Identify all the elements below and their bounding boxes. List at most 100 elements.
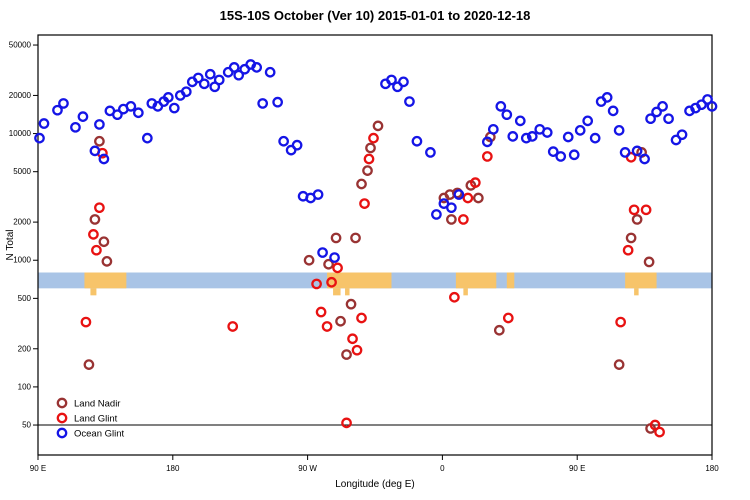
point-ocean-glint [501,109,513,121]
point-land-glint [502,312,514,324]
point-ocean-glint [398,76,409,88]
point-ocean-glint [645,113,656,125]
map-band-land-tail [463,288,468,296]
point-land-glint [470,177,481,188]
point-land-glint [315,306,327,318]
map-band-land-tail [90,288,97,296]
point-ocean-glint [58,98,69,109]
x-tick-label: 90 W [298,464,317,473]
map-band-land [327,272,392,289]
point-ocean-glint [38,118,50,129]
point-land-glint [363,153,375,165]
point-land-nadir [493,324,505,336]
point-ocean-glint [676,129,688,141]
point-ocean-glint [162,92,174,103]
point-ocean-glint [514,115,526,127]
map-band-land-tail [345,288,350,296]
legend-label-land-nadir: Land Nadir [74,399,120,410]
point-ocean-glint [574,125,586,136]
point-ocean-glint [404,96,415,107]
point-land-glint [462,192,474,204]
point-ocean-glint [425,147,436,158]
point-ocean-glint [70,121,81,133]
point-ocean-glint [112,109,123,121]
point-land-nadir [323,258,334,270]
point-ocean-glint [487,123,499,135]
point-ocean-glint [568,149,580,161]
point-land-glint [368,132,379,144]
point-land-glint [628,204,640,216]
point-ocean-glint [180,86,192,98]
x-tick-label: 180 [166,464,180,473]
point-ocean-glint [94,119,105,130]
x-tick-label: 0 [440,464,445,473]
point-ocean-glint [213,74,225,86]
point-land-glint [94,202,105,214]
point-ocean-glint [125,101,137,112]
point-ocean-glint [657,101,668,112]
point-land-glint [356,312,367,324]
x-tick-label: 90 E [569,464,585,473]
point-ocean-glint [619,147,631,158]
point-land-glint [91,244,102,256]
point-land-nadir [613,359,625,370]
y-tick-label: 5000 [13,167,31,176]
point-ocean-glint [520,132,532,144]
point-ocean-glint [98,153,110,165]
point-land-nadir [452,187,463,199]
y-tick-label: 10000 [9,129,32,138]
point-land-nadir [356,178,367,190]
point-ocean-glint [696,99,707,111]
point-land-nadir [350,232,361,244]
point-ocean-glint [631,145,643,157]
map-band-land [455,272,497,289]
y-tick-label: 1000 [13,256,31,265]
point-ocean-glint [526,131,538,142]
point-land-nadir [365,142,376,154]
point-ocean-glint [89,145,101,157]
y-tick-label: 200 [18,344,32,353]
point-ocean-glint [77,111,89,123]
point-ocean-glint [555,151,567,162]
point-ocean-glint [192,72,204,84]
point-land-glint [311,278,322,290]
point-land-glint [481,151,493,162]
point-land-glint [654,426,665,438]
point-land-nadir [643,256,655,268]
point-land-nadir [101,255,113,267]
y-tick-label: 100 [18,382,32,391]
point-land-glint [321,321,333,332]
point-ocean-glint [264,66,276,78]
y-tick-label: 500 [18,294,32,303]
point-land-glint [351,344,363,356]
point-ocean-glint [198,78,210,90]
point-land-glint [332,262,343,274]
point-ocean-glint [411,135,423,147]
point-land-nadir [330,232,342,244]
point-ocean-glint [562,131,574,143]
point-ocean-glint [251,62,263,73]
point-land-nadir [89,214,101,225]
y-tick-label: 2000 [13,218,31,227]
point-ocean-glint [706,101,718,112]
legend-label-ocean-glint: Ocean Glint [74,429,125,440]
point-land-glint [615,316,626,328]
point-land-nadir [631,214,643,225]
map-band-land-tail [634,288,639,296]
point-land-nadir [372,120,384,132]
point-land-nadir [345,298,357,310]
point-ocean-glint [639,153,650,165]
point-ocean-glint [495,101,507,112]
point-ocean-glint [291,139,303,151]
point-ocean-glint [651,106,662,118]
point-ocean-glint [141,132,153,144]
point-land-glint [640,204,652,216]
point-ocean-glint [233,69,245,81]
point-land-glint [341,417,352,429]
map-band-land-tail [333,288,341,296]
map-band-land [84,272,127,289]
point-land-nadir [83,359,95,370]
point-land-glint [88,229,99,240]
